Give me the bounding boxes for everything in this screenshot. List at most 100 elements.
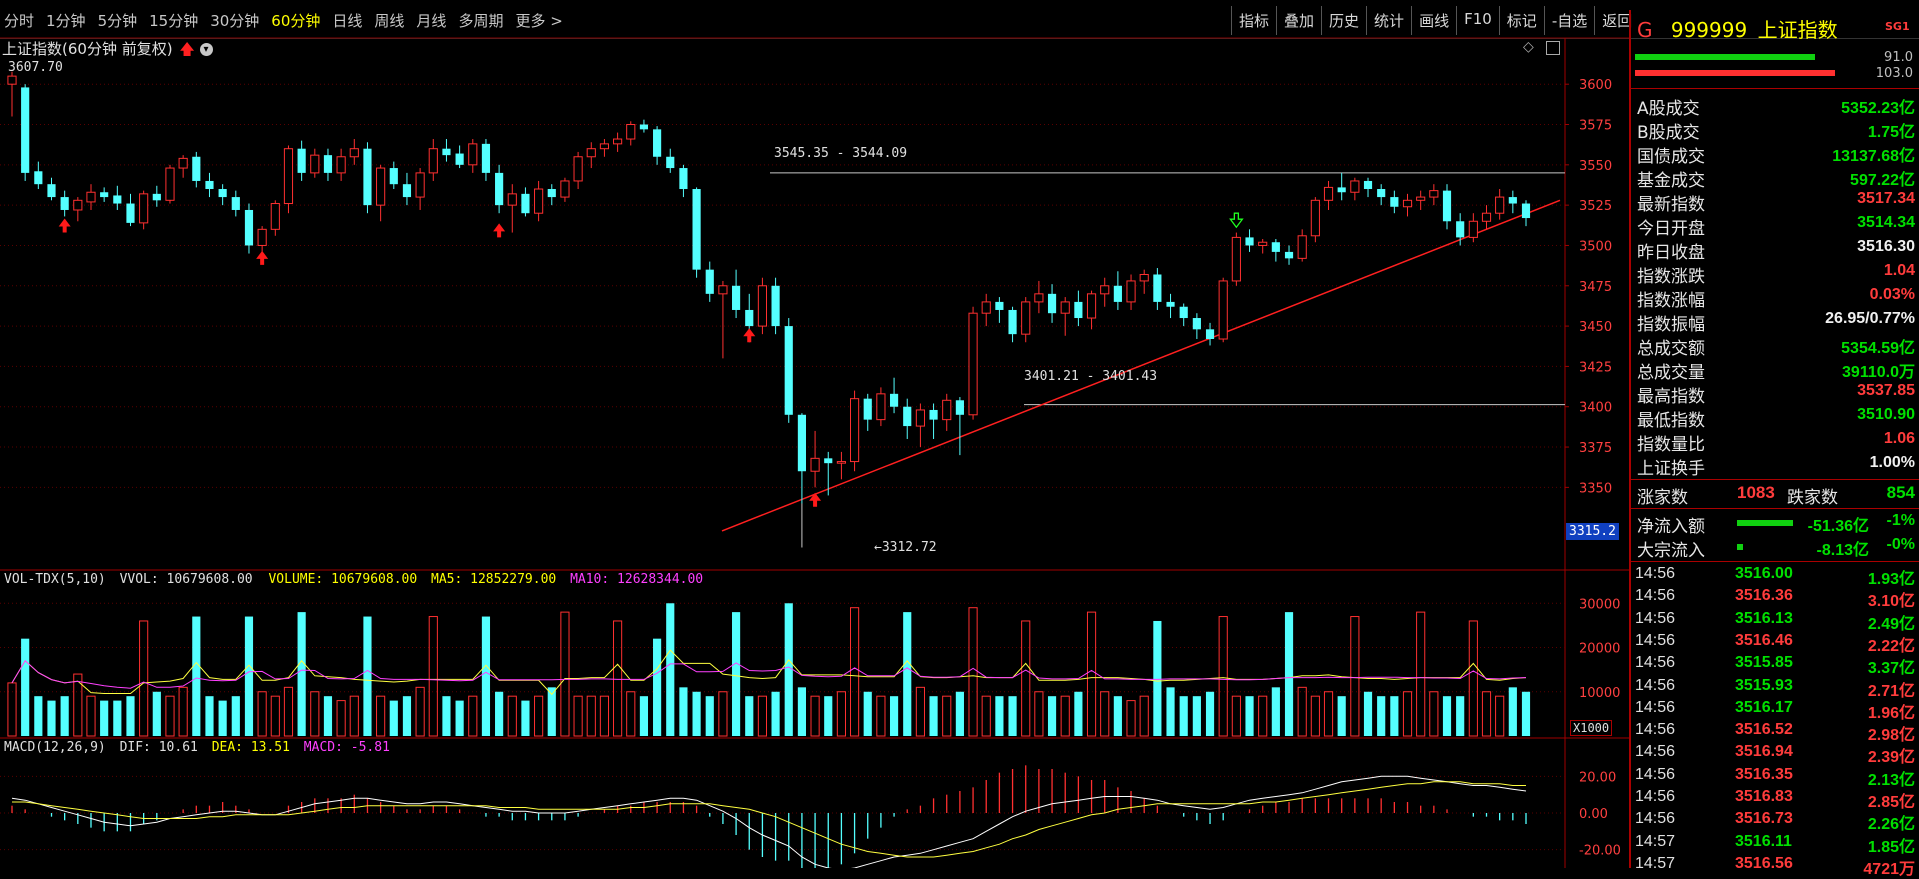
volume-bar xyxy=(1153,620,1162,736)
code-prefix: G xyxy=(1637,18,1653,42)
quote-row: 最高指数 3537.85 xyxy=(1637,382,1915,407)
candle-body xyxy=(402,184,412,198)
ma5-value: MA5: 12852279.00 xyxy=(431,572,557,587)
tool-button[interactable]: 标记 xyxy=(1498,6,1544,35)
volume-bar xyxy=(1508,687,1517,736)
volume-bar xyxy=(1231,695,1241,737)
candle-body xyxy=(1218,280,1228,340)
volume-bar xyxy=(1245,696,1254,736)
price-tick-label: 3425 xyxy=(1579,360,1612,375)
volume-bar xyxy=(1113,696,1122,736)
candle-body xyxy=(1416,196,1426,201)
candle-body xyxy=(1139,273,1149,282)
quote-label: 昨日收盘 xyxy=(1637,243,1705,263)
tick-row: 14:56 3515.85 3.37亿 xyxy=(1635,654,1915,677)
candle-body xyxy=(586,148,596,158)
volume-header: VOL-TDX(5,10) VVOL: 10679608.00 VOLUME: … xyxy=(4,572,703,587)
tick-price: 3516.56 xyxy=(1735,854,1793,872)
quote-value: 5354.59亿 xyxy=(1841,340,1915,357)
volume-bar xyxy=(468,695,478,737)
volume-bar xyxy=(7,682,17,737)
period-tab[interactable]: 周线 xyxy=(374,12,405,30)
volume-bar xyxy=(415,686,425,737)
volume-indicator-name[interactable]: VOL-TDX(5,10) xyxy=(4,572,106,587)
price-tick-label: 3600 xyxy=(1579,78,1612,93)
market-badge: SG1 xyxy=(1885,20,1910,33)
quote-value: 1.75亿 xyxy=(1867,124,1915,141)
tick-row: 14:56 3516.36 3.10亿 xyxy=(1635,587,1915,610)
volume-bar xyxy=(349,695,359,737)
hline-lower-label: 3401.21 - 3401.43 xyxy=(1024,369,1158,384)
volume-bar xyxy=(1060,695,1070,737)
volume-bar xyxy=(1205,691,1215,736)
period-tab[interactable]: 月线 xyxy=(416,12,447,30)
quote-row: 昨日收盘 3516.30 xyxy=(1637,238,1915,263)
tool-button[interactable]: 历史 xyxy=(1321,6,1366,35)
candle-body xyxy=(560,180,570,198)
candle-body xyxy=(1495,196,1505,214)
high-price-label: 3607.70 xyxy=(8,60,63,75)
tool-button[interactable]: -自选 xyxy=(1543,6,1594,35)
period-tab[interactable]: 分时 xyxy=(4,12,35,30)
tick-time: 14:56 xyxy=(1635,743,1676,761)
period-tab[interactable]: 更多 > xyxy=(515,12,563,30)
stock-name: 上证指数 xyxy=(1757,18,1838,42)
period-tab[interactable]: 多周期 xyxy=(458,12,504,30)
quote-label: 指数涨幅 xyxy=(1637,291,1705,311)
tick-price: 3516.35 xyxy=(1735,765,1793,783)
volume-bar xyxy=(942,695,952,737)
quote-row: 最新指数 3517.34 xyxy=(1637,190,1915,215)
tool-button[interactable]: 统计 xyxy=(1366,6,1411,35)
price-tick-label: 3575 xyxy=(1579,119,1612,134)
volume-bar xyxy=(1166,687,1175,736)
candle-body xyxy=(981,301,991,314)
candle-body xyxy=(1258,241,1268,246)
tick-volume: 2.98亿 xyxy=(1867,727,1915,745)
quote-row: 上证换手 1.00% xyxy=(1637,454,1915,479)
period-tab[interactable]: 60分钟 xyxy=(271,12,321,30)
quote-value: 1.00% xyxy=(1869,454,1915,471)
macd-indicator-name[interactable]: MACD(12,26,9) xyxy=(4,740,106,755)
volume-bar xyxy=(310,691,320,737)
period-tab[interactable]: 30分钟 xyxy=(210,12,260,30)
quote-row: 指数量比 1.06 xyxy=(1637,430,1915,455)
volume-bar xyxy=(100,700,109,736)
candle-body xyxy=(1074,301,1083,319)
period-tab[interactable]: 1分钟 xyxy=(46,12,86,30)
period-tab[interactable]: 15分钟 xyxy=(149,12,199,30)
volume-bar xyxy=(863,691,872,736)
diamond-icon[interactable]: ◇ xyxy=(1523,39,1534,55)
maximize-icon[interactable] xyxy=(1546,41,1560,55)
candle-body xyxy=(692,189,701,270)
main-chart[interactable]: 3600 3575 3550 3525 3500 3475 3450 3425 3400 3375… xyxy=(0,0,1629,868)
quote-value: 3514.34 xyxy=(1857,214,1915,231)
arrow-up-icon[interactable]: 🡅 xyxy=(179,40,195,58)
tool-button[interactable]: 返回 xyxy=(1594,6,1639,35)
volume-bar xyxy=(73,673,83,737)
candle-body xyxy=(955,400,964,415)
candle-body xyxy=(942,399,952,421)
flow-bar xyxy=(1737,520,1793,526)
candle-body xyxy=(718,285,728,295)
chevron-down-icon[interactable]: ▾ xyxy=(199,43,213,56)
buy-arrow-icon xyxy=(743,328,756,343)
tick-row: 14:56 3516.35 2.13亿 xyxy=(1635,765,1915,789)
volume-bar xyxy=(139,620,149,737)
candle-body xyxy=(968,312,978,416)
down-count: 854 xyxy=(1886,483,1915,502)
period-tab[interactable]: 日线 xyxy=(332,12,363,30)
candle-body xyxy=(34,171,43,185)
tool-button[interactable]: F10 xyxy=(1456,6,1499,35)
volume-bar xyxy=(297,612,306,736)
quote-row: A股成交 5352.23亿 xyxy=(1637,94,1915,119)
volume-bar xyxy=(218,700,227,736)
fund-flow-row: 大宗流入 -8.13亿 -0% xyxy=(1637,536,1915,561)
tool-button[interactable]: 画线 xyxy=(1411,6,1456,35)
tool-button[interactable]: 指标 xyxy=(1231,6,1276,35)
tick-row: 14:56 3516.73 2.26亿 xyxy=(1635,810,1915,833)
period-tab[interactable]: 5分钟 xyxy=(97,12,138,30)
candle-body xyxy=(363,148,372,206)
macd-tick-label: 20.00 xyxy=(1579,770,1616,785)
tool-button[interactable]: 叠加 xyxy=(1276,6,1321,35)
tick-volume: 1.85亿 xyxy=(1867,838,1915,856)
